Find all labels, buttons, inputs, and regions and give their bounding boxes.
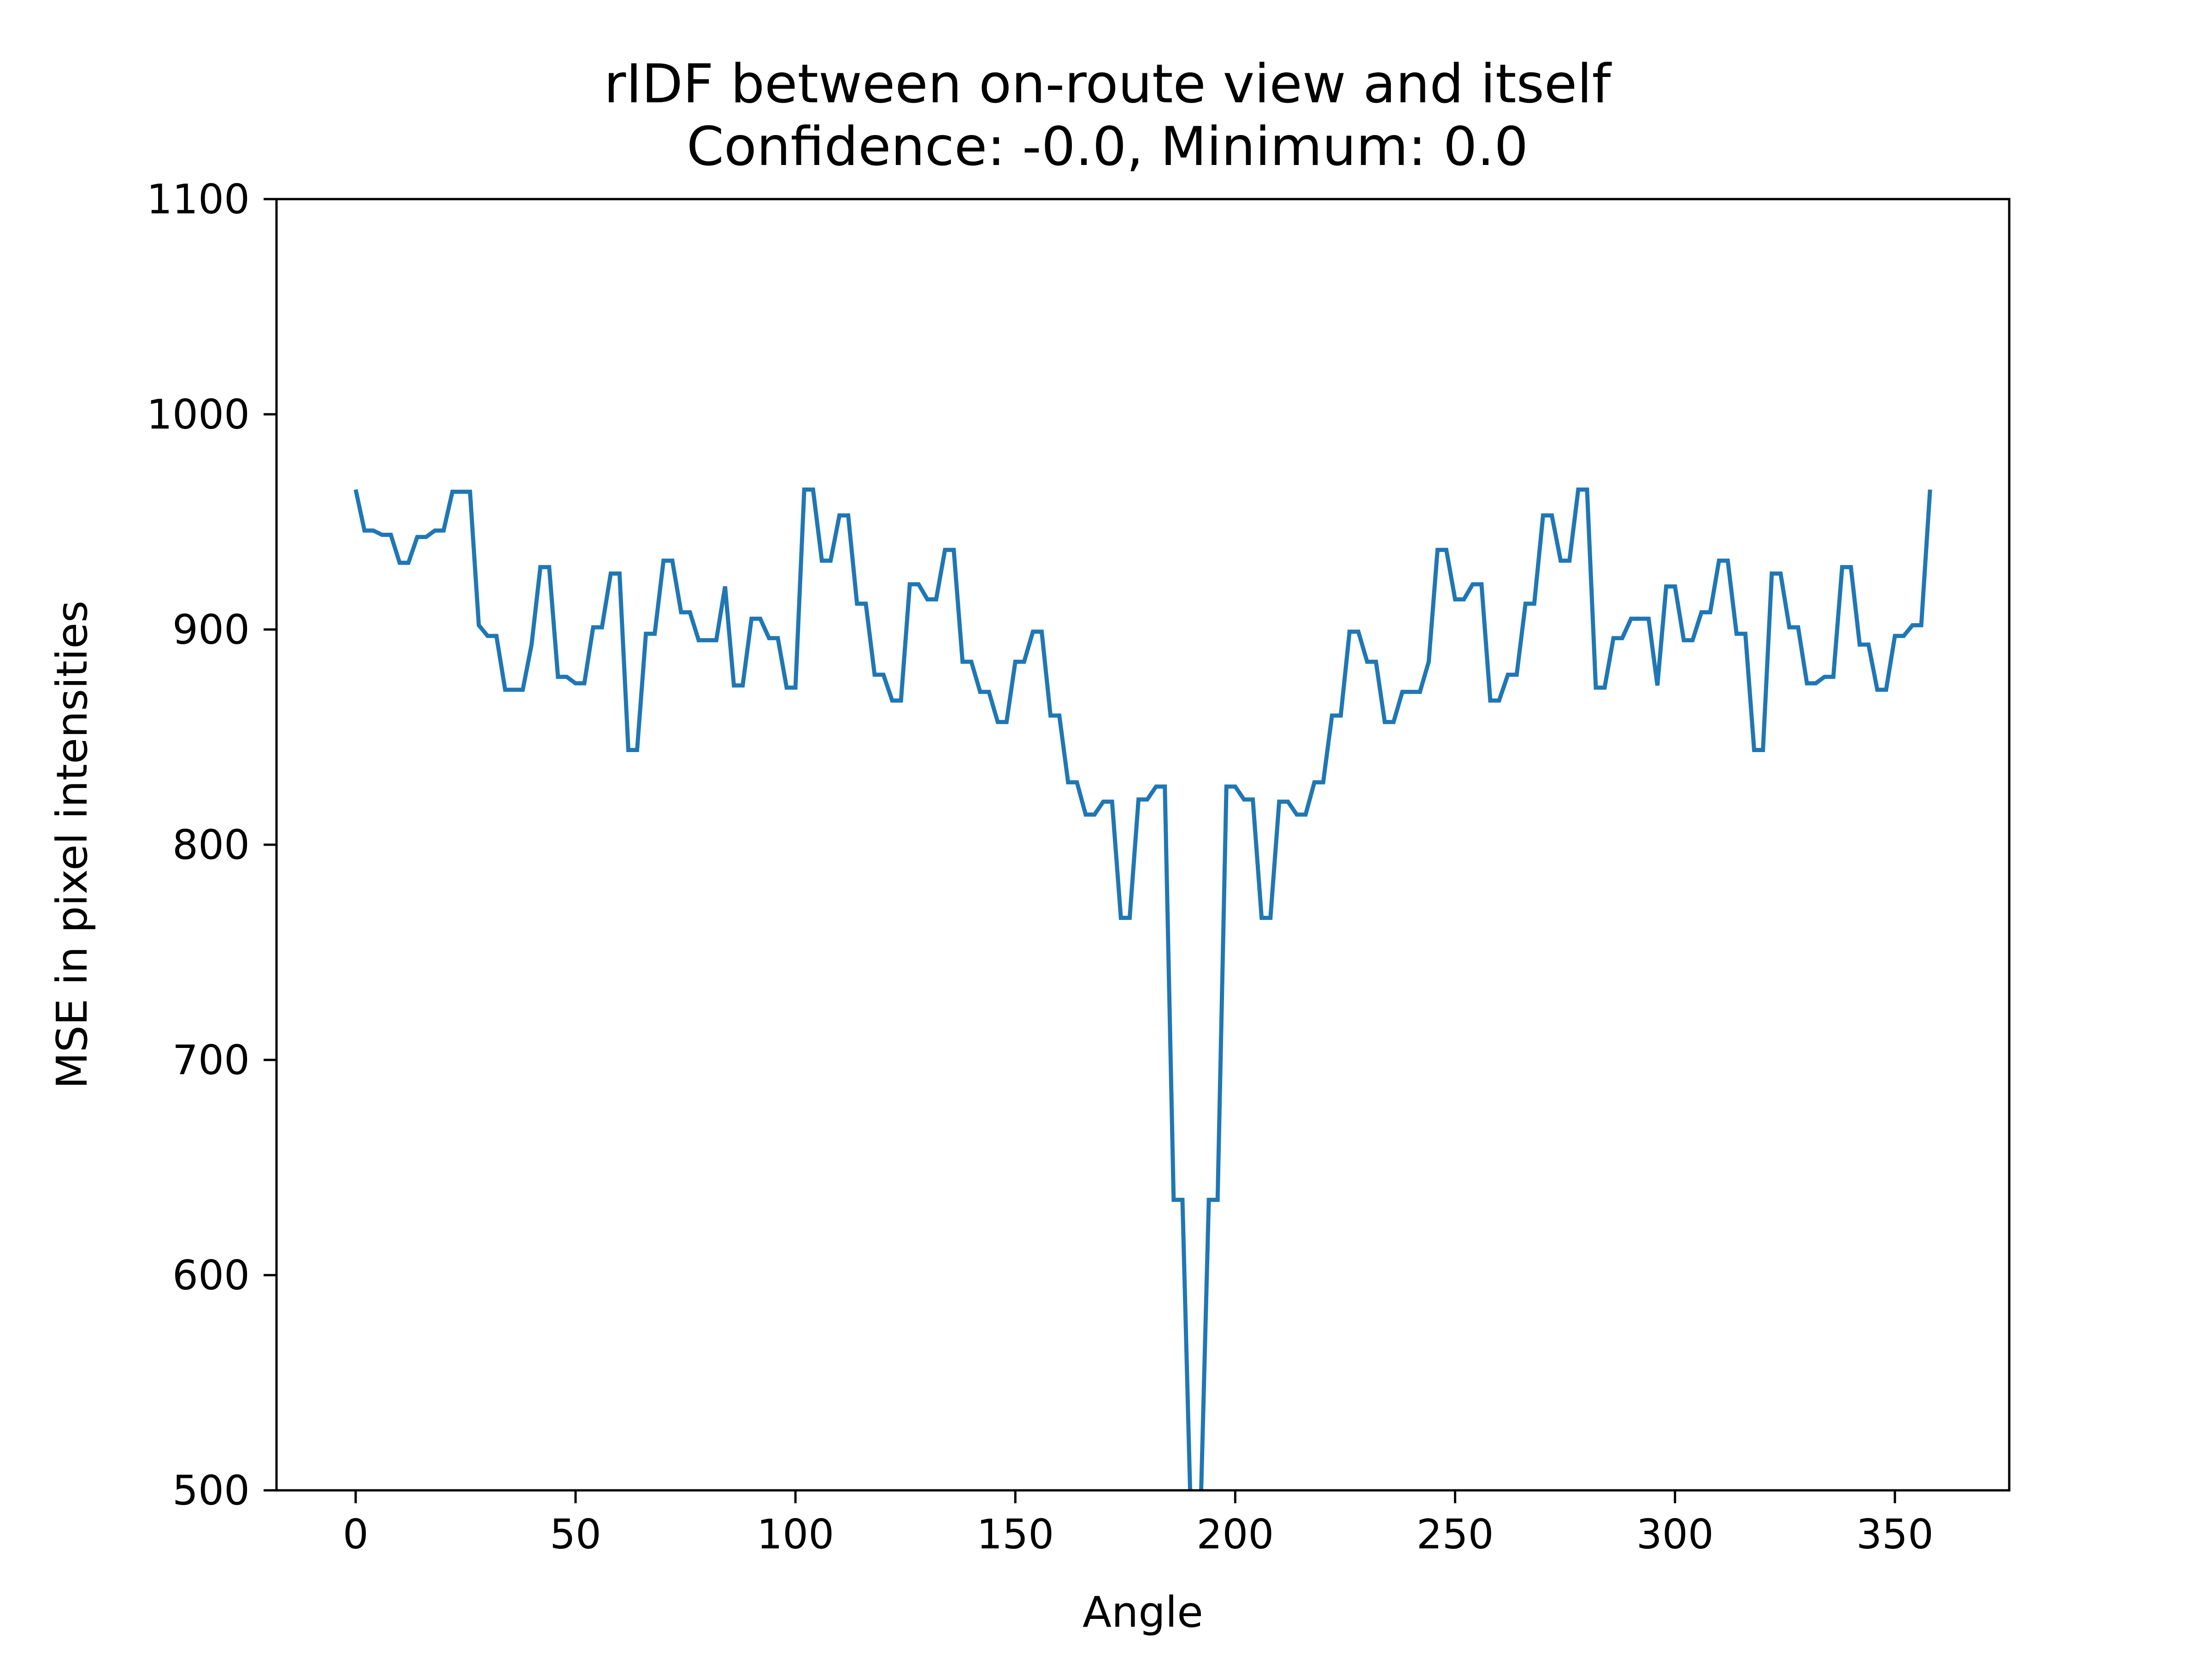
chart-subtitle: Confidence: -0.0, Minimum: 0.0 [687,116,1528,178]
x-tick-label: 100 [757,1511,834,1558]
y-axis: 500 600 700 800 900 1000 1100 [147,176,276,1514]
x-tick-label: 250 [1417,1511,1494,1558]
x-axis-label: Angle [1082,1588,1203,1637]
series-line-0 [353,487,1932,1490]
y-tick-label: 600 [172,1252,250,1299]
plot-area [276,199,2009,1490]
y-tick-label: 1100 [147,176,250,223]
y-tick-label: 1000 [147,391,250,438]
x-axis: 0 50 100 150 200 250 300 350 [343,1490,1934,1558]
y-axis-label: MSE in pixel intensities [47,600,97,1089]
y-tick-label: 900 [172,606,250,653]
chart-title: rIDF between on-route view and itself [604,53,1612,115]
x-tick-label: 350 [1856,1511,1934,1558]
y-tick-label: 800 [172,821,250,869]
x-tick-label: 200 [1196,1511,1274,1558]
x-tick-label: 150 [977,1511,1054,1558]
y-tick-label: 700 [172,1036,250,1084]
x-tick-label: 50 [550,1511,601,1558]
plot-background [276,199,2009,1490]
x-tick-label: 300 [1636,1511,1714,1558]
x-tick-label: 0 [343,1511,369,1558]
plot-frame [275,198,2011,1492]
y-tick-label: 500 [172,1467,250,1514]
